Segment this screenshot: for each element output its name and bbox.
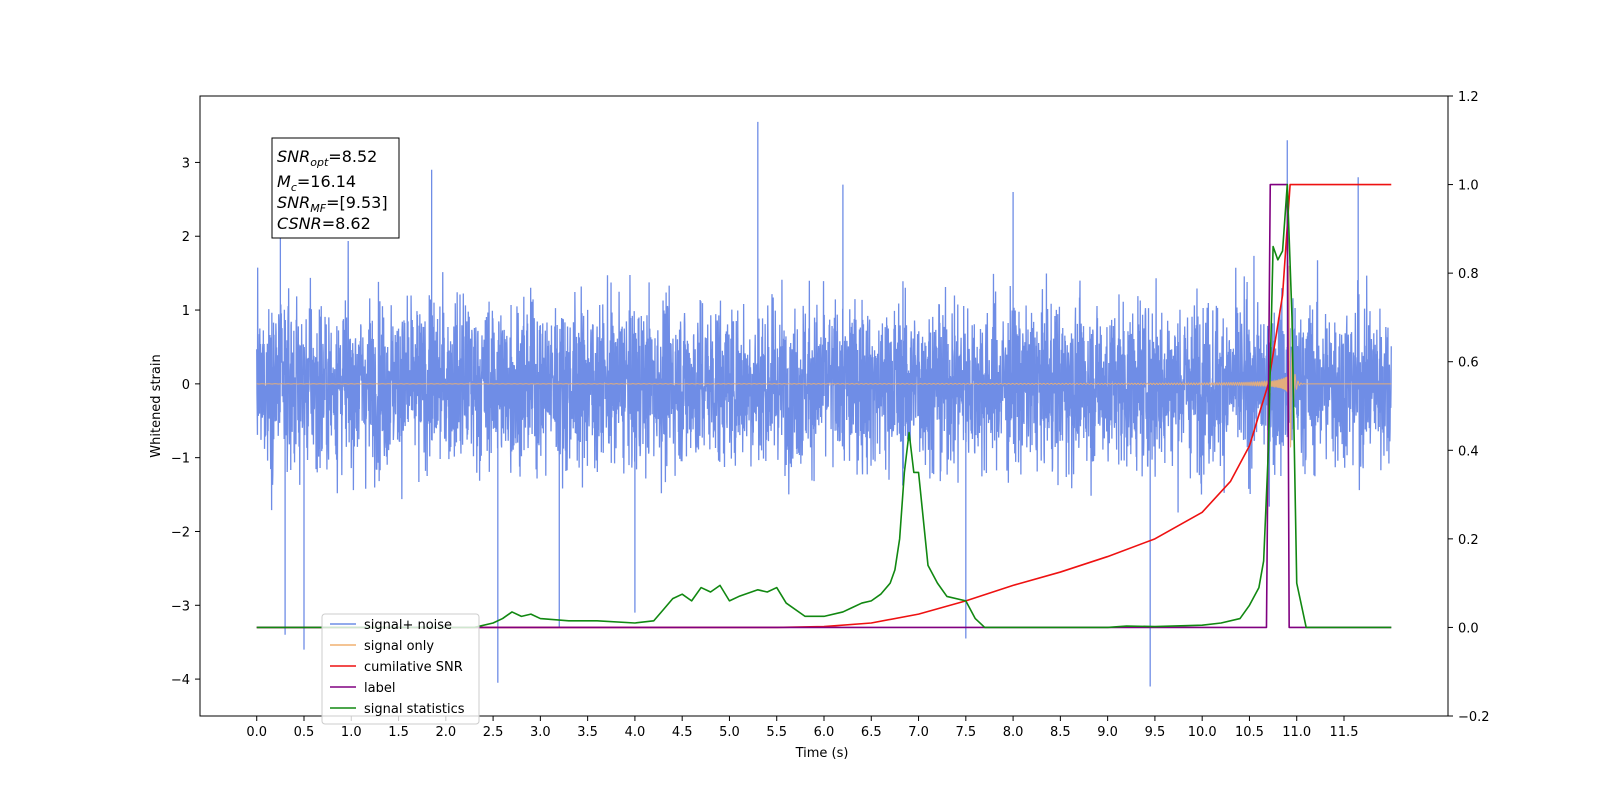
x-tick-label: 5.0 <box>719 725 740 740</box>
x-tick-label: 11.0 <box>1282 725 1311 740</box>
legend: signal+ noise signal only cumilative SNR la… <box>321 613 480 725</box>
y2-tick-label: 0.6 <box>1458 356 1479 371</box>
y2-tick-label: −0.2 <box>1458 710 1490 725</box>
y-tick-label: 3 <box>182 156 190 171</box>
legend-label: signal+ noise <box>364 618 452 633</box>
x-tick-label: 2.0 <box>435 725 456 740</box>
annotation-frame <box>271 137 400 239</box>
x-tick-label: 6.0 <box>814 725 835 740</box>
annotation-box: SNRopt=8.52 Mc=16.14 SNRMF=[9.53] CSNR=8… <box>271 137 400 239</box>
y2-tick-label: 0.4 <box>1458 444 1479 459</box>
x-axis: 0.0 0.5 1.0 1.5 2.0 2.5 3.0 3.5 4.0 4.5 5.0 5.5 6.0 6… <box>246 716 1358 740</box>
x-tick-label: 1.5 <box>388 725 409 740</box>
x-tick-label: 6.5 <box>861 725 882 740</box>
y-tick-label: −2 <box>171 525 190 540</box>
annotation-snr-opt: SNRopt=8.52 <box>277 147 377 169</box>
annotation-snr-opt-value: =8.52 <box>328 147 377 166</box>
x-tick-label: 4.0 <box>625 725 646 740</box>
x-axis-label: Time (s) <box>795 746 849 761</box>
annotation-mc-value: =16.14 <box>297 172 356 191</box>
x-tick-label: 2.5 <box>483 725 504 740</box>
legend-label: signal statistics <box>364 702 465 717</box>
series-signal-only-line <box>256 265 1392 448</box>
x-tick-label: 0.0 <box>246 725 267 740</box>
x-tick-label: 0.5 <box>294 725 315 740</box>
y-tick-label: 1 <box>182 304 190 319</box>
legend-label: signal only <box>364 639 434 654</box>
y2-tick-label: 0.2 <box>1458 533 1479 548</box>
x-tick-label: 7.5 <box>955 725 976 740</box>
series-layer <box>256 121 1392 687</box>
x-tick-label: 7.0 <box>908 725 929 740</box>
x-tick-label: 10.5 <box>1235 725 1264 740</box>
y2-tick-label: 0.0 <box>1458 621 1479 636</box>
x-tick-label: 3.0 <box>530 725 551 740</box>
y-axis-label: Whitened strain <box>149 354 164 457</box>
x-tick-label: 9.5 <box>1145 725 1166 740</box>
x-tick-label: 1.0 <box>341 725 362 740</box>
x-tick-label: 4.5 <box>672 725 693 740</box>
x-tick-label: 5.5 <box>766 725 787 740</box>
y-tick-label: −4 <box>171 673 190 688</box>
x-tick-label: 3.5 <box>577 725 598 740</box>
annotation-csnr-value: =8.62 <box>322 214 371 233</box>
series-cumulative-snr-line <box>256 183 1392 629</box>
annotation-csnr: CSNR=8.62 <box>277 214 371 233</box>
series-signal-statistics-line <box>256 183 1392 629</box>
y-axis-right: 1.2 1.0 0.8 0.6 0.4 0.2 0.0 −0.2 <box>1448 90 1490 725</box>
y2-tick-label: 1.2 <box>1458 90 1479 105</box>
y-tick-label: 0 <box>182 378 190 393</box>
annotation-mc: Mc=16.14 <box>277 172 356 194</box>
y-tick-label: −3 <box>171 599 190 614</box>
y-axis-left: 3 2 1 0 −1 −2 −3 −4 <box>171 156 200 688</box>
y-tick-label: −1 <box>171 452 190 467</box>
x-tick-label: 8.5 <box>1050 725 1071 740</box>
annotation-snr-mf: SNRMF=[9.53] <box>277 193 388 215</box>
x-tick-label: 10.0 <box>1188 725 1217 740</box>
y-tick-label: 2 <box>182 230 190 245</box>
legend-frame <box>321 613 480 725</box>
legend-label: label <box>364 681 395 696</box>
y2-tick-label: 0.8 <box>1458 267 1479 282</box>
legend-label: cumilative SNR <box>364 660 463 675</box>
x-tick-label: 9.0 <box>1097 725 1118 740</box>
x-tick-label: 8.0 <box>1003 725 1024 740</box>
y2-tick-label: 1.0 <box>1458 179 1479 194</box>
annotation-snr-mf-value: =[9.53] <box>326 193 388 212</box>
x-tick-label: 11.5 <box>1330 725 1359 740</box>
